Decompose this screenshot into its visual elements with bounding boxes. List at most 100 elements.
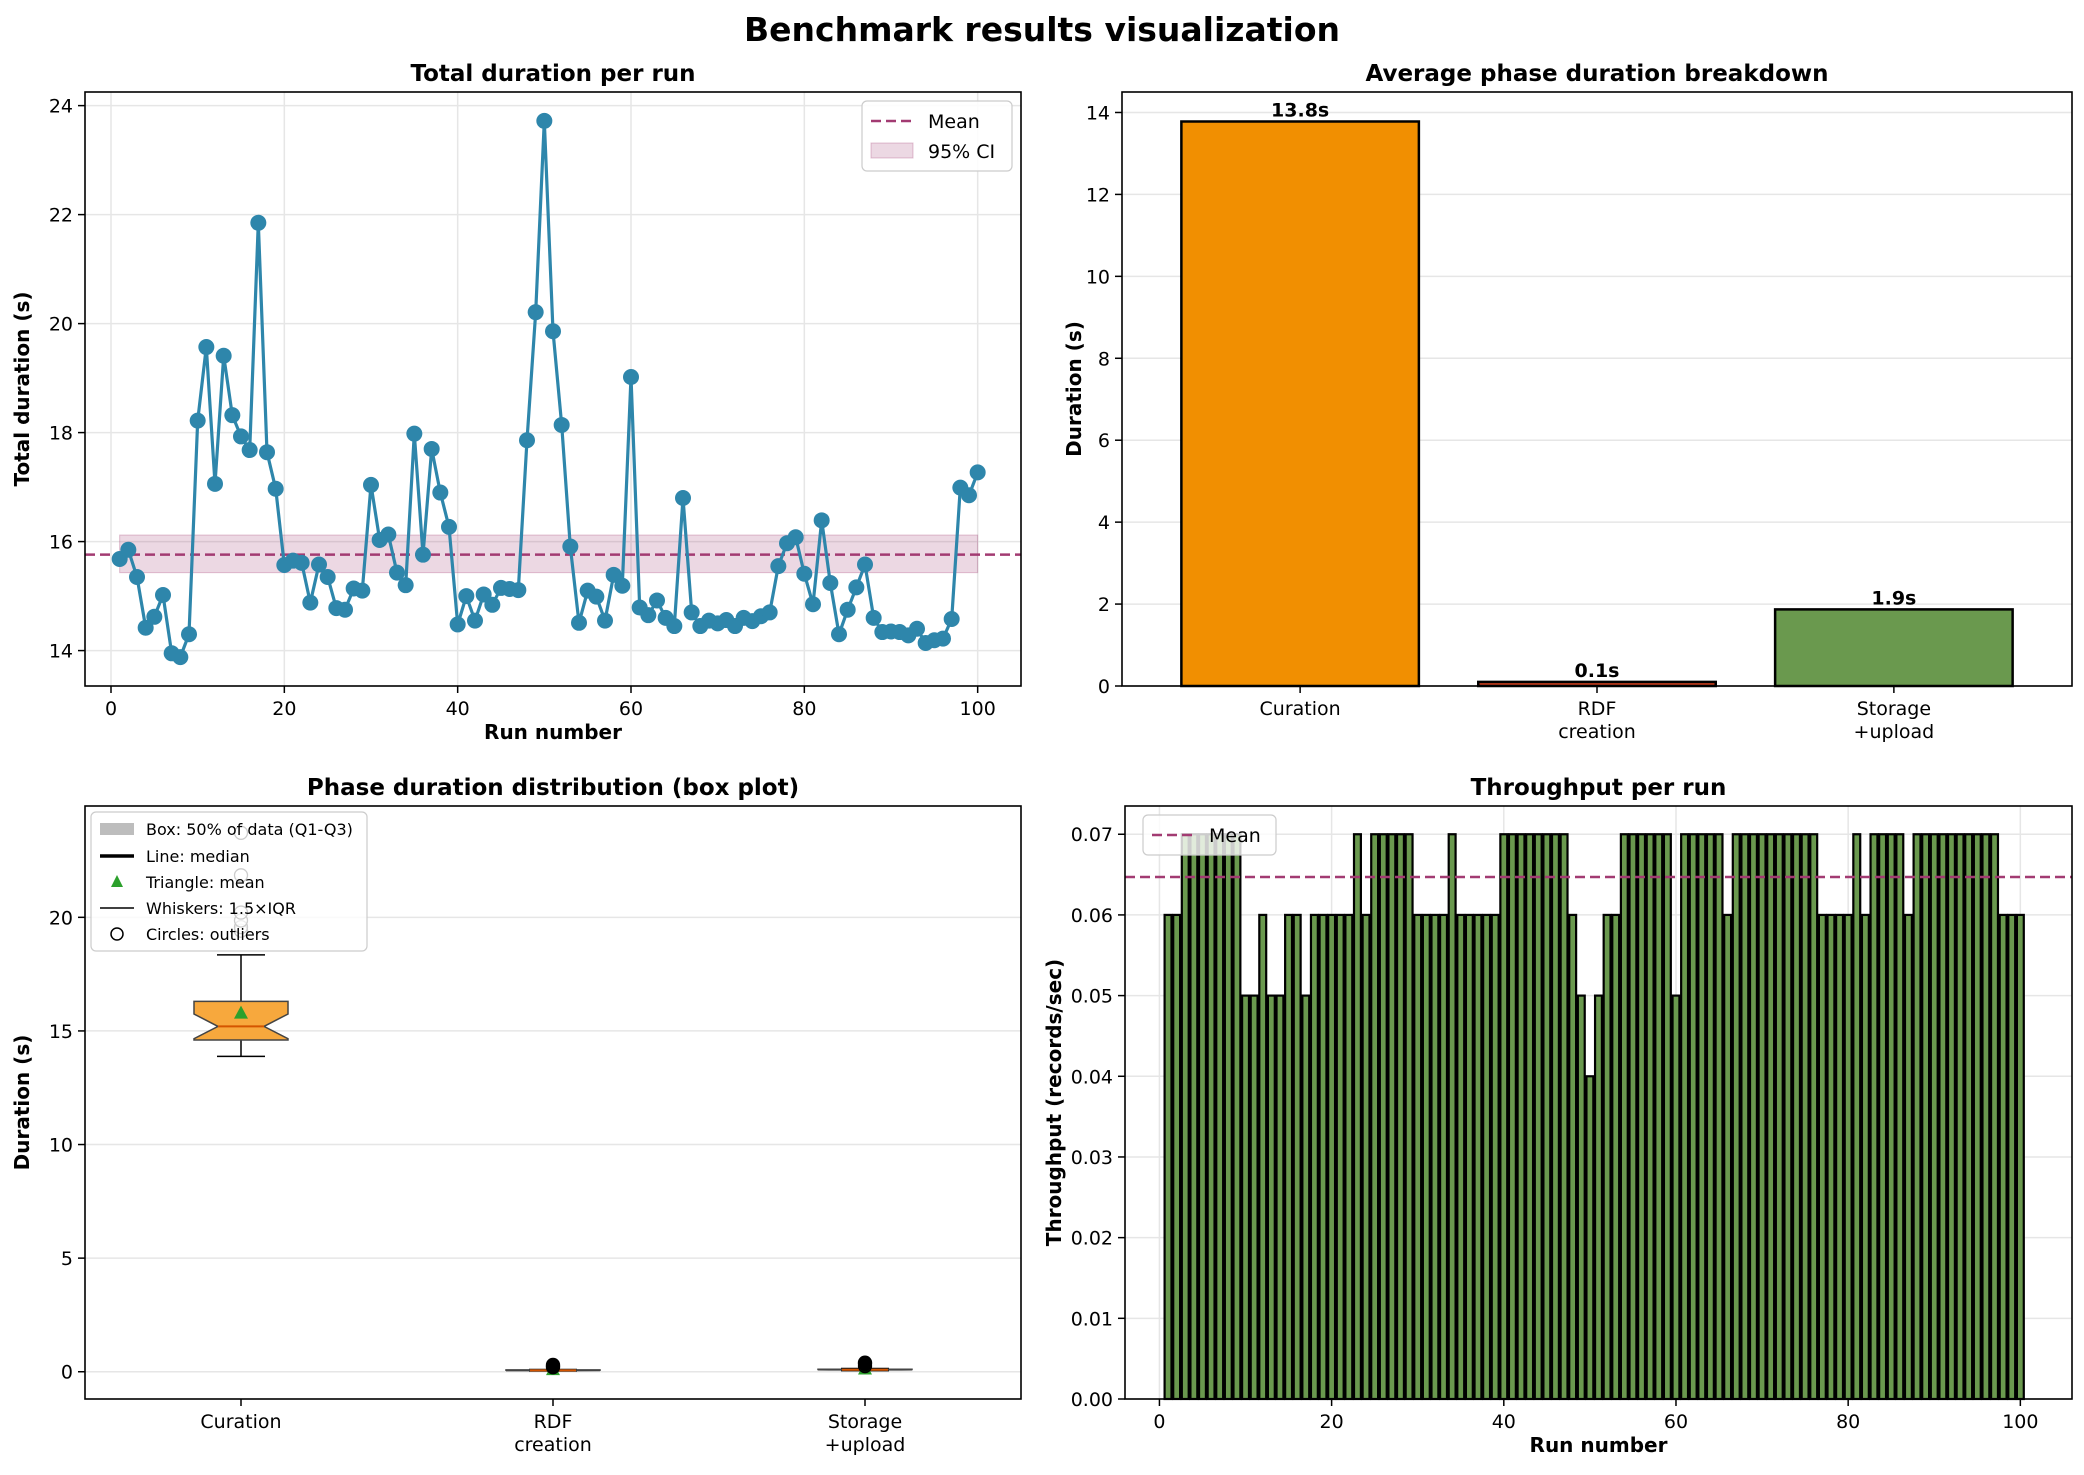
y-tick-label: 16 bbox=[49, 532, 73, 554]
data-point bbox=[293, 554, 310, 571]
legend: Mean bbox=[1142, 814, 1277, 856]
data-point bbox=[839, 601, 856, 618]
y-axis-label: Duration (s) bbox=[10, 1035, 34, 1171]
x-tick-label: 0 bbox=[1153, 1411, 1165, 1433]
bar bbox=[1180, 833, 1190, 1401]
y-tick-label: 15 bbox=[49, 1021, 73, 1043]
legend-label: 95% CI bbox=[928, 141, 995, 163]
x-tick-label: 100 bbox=[2002, 1411, 2038, 1433]
bar bbox=[1723, 913, 1733, 1401]
data-point bbox=[406, 425, 423, 442]
bar bbox=[1309, 913, 1319, 1401]
data-point bbox=[380, 526, 397, 543]
bar bbox=[1284, 913, 1294, 1401]
bar bbox=[1602, 913, 1612, 1401]
x-tick-label: 80 bbox=[1836, 1411, 1860, 1433]
bar bbox=[1740, 833, 1750, 1401]
bar bbox=[1215, 833, 1225, 1401]
data-point bbox=[215, 347, 232, 364]
bar bbox=[1671, 994, 1681, 1401]
bar bbox=[1705, 833, 1715, 1401]
bar bbox=[1335, 913, 1345, 1401]
y-tick-label: 20 bbox=[49, 314, 73, 336]
bar bbox=[1550, 833, 1560, 1401]
bar bbox=[1843, 913, 1853, 1401]
data-point bbox=[172, 649, 189, 666]
bar bbox=[1482, 913, 1492, 1401]
bar bbox=[1835, 913, 1845, 1401]
data-point bbox=[233, 428, 249, 445]
data-point bbox=[250, 214, 267, 231]
bar bbox=[1912, 833, 1922, 1401]
y-tick-label: 6 bbox=[1098, 430, 1110, 452]
x-axis-label: Run number bbox=[484, 720, 622, 744]
y-tick-label: 0.04 bbox=[1071, 1066, 1113, 1088]
bar bbox=[1878, 833, 1888, 1401]
panel-box-plot: 0 5 10 15 20 Phase duration distribution (box… bbox=[10, 775, 1022, 1456]
data-point bbox=[614, 577, 631, 594]
bar bbox=[1688, 833, 1698, 1401]
data-point bbox=[666, 618, 683, 635]
data-point bbox=[857, 556, 873, 573]
figure-title: Benchmark results visualization bbox=[743, 10, 1341, 49]
y-tick-label: 10 bbox=[49, 1135, 73, 1157]
bar bbox=[1731, 833, 1741, 1401]
bar bbox=[1955, 833, 1965, 1401]
bar bbox=[1232, 833, 1242, 1401]
y-axis-label: Duration (s) bbox=[1062, 321, 1086, 457]
y-tick-label: 0.05 bbox=[1071, 986, 1113, 1008]
data-point bbox=[813, 512, 830, 529]
axes-border bbox=[1124, 805, 2073, 1400]
bar bbox=[1946, 833, 1957, 1401]
x-tick-label: 60 bbox=[1664, 1411, 1688, 1433]
data-point bbox=[432, 484, 449, 501]
bar bbox=[1344, 913, 1354, 1401]
legend-label: Mean bbox=[928, 111, 980, 133]
bar bbox=[1783, 833, 1793, 1401]
x-tick-label: Storage +upload bbox=[825, 1411, 906, 1456]
panel-title: Total duration per run bbox=[410, 61, 695, 87]
axes-border bbox=[84, 805, 1022, 1400]
data-point bbox=[415, 546, 431, 563]
bar bbox=[1318, 913, 1328, 1401]
legend-swatch-outlier bbox=[110, 927, 124, 941]
data-point bbox=[675, 489, 691, 506]
bar bbox=[1817, 913, 1827, 1401]
bar bbox=[1413, 913, 1423, 1401]
data-point bbox=[649, 592, 665, 609]
bar bbox=[1275, 994, 1285, 1401]
bar bbox=[1240, 994, 1251, 1401]
data-point bbox=[553, 416, 570, 433]
data-point bbox=[623, 369, 639, 386]
bar bbox=[2015, 913, 2025, 1401]
data-point bbox=[588, 588, 605, 605]
data-point bbox=[449, 616, 466, 633]
legend-box bbox=[90, 811, 368, 952]
box bbox=[193, 1000, 289, 1041]
y-axis-label: Total duration (s) bbox=[10, 291, 34, 486]
legend-label: Triangle: mean bbox=[145, 873, 265, 892]
bar bbox=[1989, 833, 2000, 1401]
y-tick-label: 0.06 bbox=[1071, 905, 1113, 927]
bar bbox=[1852, 833, 1862, 1401]
x-tick-label: RDF creation bbox=[514, 1411, 592, 1456]
data-point bbox=[354, 582, 371, 599]
y-tick-label: 0 bbox=[61, 1362, 73, 1384]
bar bbox=[1568, 913, 1578, 1401]
data-point bbox=[969, 464, 986, 481]
legend: Box: 50% of data (Q1-Q3) Line: median Tria… bbox=[90, 811, 368, 952]
x-tick-label: 40 bbox=[1492, 1411, 1516, 1433]
data-point bbox=[302, 594, 319, 611]
data-point bbox=[207, 475, 223, 492]
x-tick-label: 100 bbox=[960, 698, 996, 720]
bar bbox=[1387, 833, 1397, 1401]
bar bbox=[1662, 833, 1672, 1401]
bar bbox=[1163, 913, 1173, 1401]
bar bbox=[1438, 913, 1449, 1401]
y-tick-label: 12 bbox=[1086, 184, 1110, 206]
legend-swatch-box bbox=[100, 823, 134, 835]
bar bbox=[1172, 913, 1182, 1401]
data-point bbox=[683, 604, 700, 621]
bar bbox=[1542, 833, 1552, 1401]
